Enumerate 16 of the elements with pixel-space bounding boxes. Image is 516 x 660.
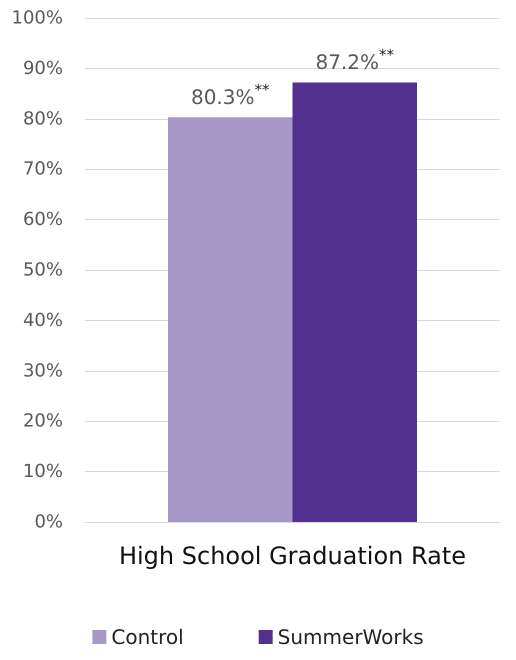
y-tick-label: 100% — [12, 8, 63, 28]
data-label: 87.2%** — [315, 46, 395, 74]
y-tick-label: 50% — [22, 260, 63, 280]
y-tick-label: 20% — [22, 410, 63, 432]
y-tick-label: 60% — [22, 209, 63, 230]
data-label: 80.3%** — [190, 80, 270, 109]
y-tick-label: 70% — [22, 158, 63, 180]
legend-label: Control — [111, 625, 184, 649]
x-tick-label: High School Graduation Rate — [118, 542, 466, 570]
legend-label: SummerWorks — [278, 625, 424, 649]
y-tick-label: 0% — [34, 512, 63, 532]
y-tick-label: 90% — [22, 58, 63, 79]
y-tick-label: 40% — [22, 310, 63, 331]
y-tick-label: 10% — [22, 461, 63, 482]
y-tick-label: 80% — [22, 108, 63, 130]
y-tick-label: 30% — [22, 360, 63, 382]
